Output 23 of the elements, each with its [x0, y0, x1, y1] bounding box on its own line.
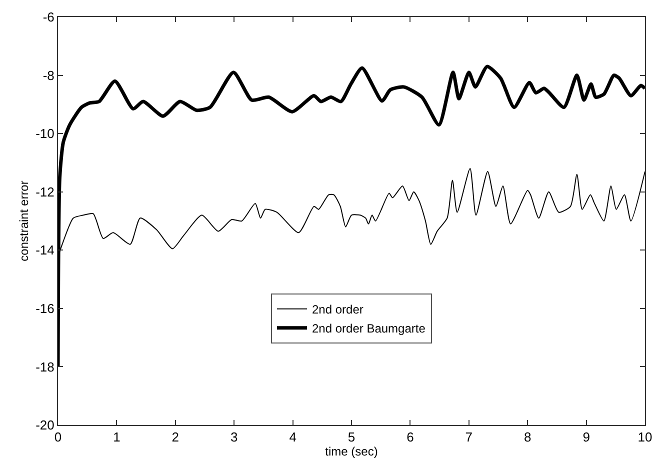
x-axis-title: time (sec)	[325, 444, 378, 459]
x-tick-label: 8	[524, 430, 532, 445]
x-tick-label: 2	[172, 430, 180, 445]
x-tick-label: 9	[582, 430, 590, 445]
legend-label: 2nd order Baumgarte	[312, 322, 426, 336]
y-tick-label: -8	[42, 68, 54, 83]
x-tick-label: 0	[54, 430, 62, 445]
x-tick-label: 5	[348, 430, 356, 445]
y-tick-label: -10	[36, 126, 54, 142]
x-tick-label: 10	[638, 430, 652, 445]
y-tick-label: -14	[36, 242, 54, 258]
y-axis-title: constraint error	[16, 180, 31, 262]
y-tick-label: -20	[36, 418, 54, 433]
y-tick-label: -12	[36, 184, 54, 200]
y-tick-label: -18	[36, 359, 54, 374]
x-tick-label: 1	[113, 430, 120, 445]
x-tick-label: 4	[289, 430, 296, 445]
x-tick-label: 7	[465, 430, 473, 445]
x-tick-label: 3	[230, 430, 238, 445]
y-tick-label: -16	[36, 300, 54, 316]
x-tick-label: 6	[406, 430, 414, 445]
legend-label: 2nd order	[312, 302, 364, 317]
y-tick-label: -6	[42, 10, 54, 25]
